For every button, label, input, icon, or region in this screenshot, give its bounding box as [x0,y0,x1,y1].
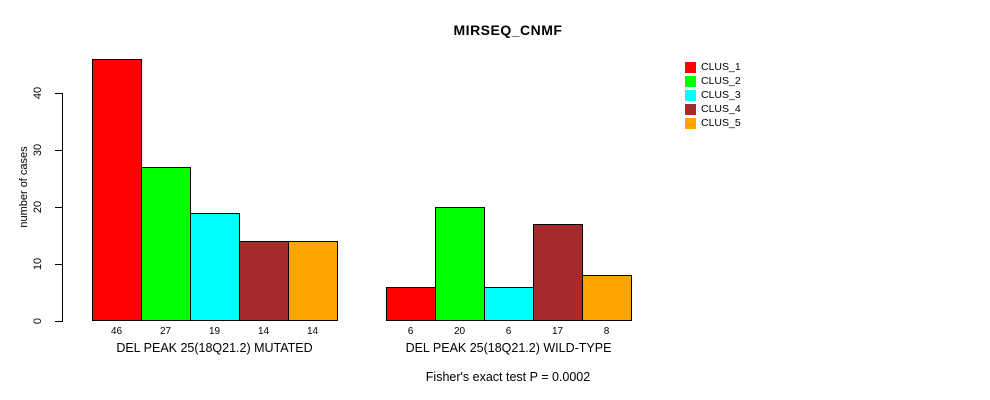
y-axis-line [62,93,63,322]
bar-clus_1-mutated [92,59,142,321]
bar-clus_5-wild-type [582,275,632,321]
legend-label: CLUS_1 [701,60,741,73]
chart-title: MIRSEQ_CNMF [453,22,563,38]
bar-clus_2-mutated [141,167,191,321]
legend: CLUS_1 CLUS_2 CLUS_3 CLUS_4 CLUS_5 [685,60,741,130]
bar-value-label-clus_2-wild-type: 20 [453,326,466,337]
legend-label: CLUS_4 [701,102,741,115]
bar-clus_3-mutated [190,213,240,321]
annotation-caption: Fisher's exact test P = 0.0002 [425,370,591,384]
bar-value-label-clus_4-wild-type: 17 [551,326,564,337]
group-label-mutated: DEL PEAK 25(18Q21.2) MUTATED [116,341,313,355]
bar-value-label-clus_1-wild-type: 6 [407,326,414,337]
legend-swatch-clus_4 [685,103,696,115]
legend-swatch-clus_2 [685,75,696,87]
y-axis-tick [55,207,62,208]
legend-item-clus_1: CLUS_1 [685,60,741,74]
y-axis-tick-label: 0 [32,317,44,325]
bar-value-label-clus_5-mutated: 14 [306,326,319,337]
y-axis-tick-label: 30 [32,143,44,157]
y-axis-title: number of cases [18,146,30,228]
bar-value-label-clus_2-mutated: 27 [159,326,172,337]
group-label-wild-type: DEL PEAK 25(18Q21.2) WILD-TYPE [405,341,612,355]
bar-clus_4-wild-type [533,224,583,321]
y-axis-tick-label: 10 [32,257,44,271]
bar-value-label-clus_5-wild-type: 8 [603,326,610,337]
legend-item-clus_3: CLUS_3 [685,88,741,102]
y-axis-tick-label: 20 [32,200,44,214]
y-axis-tick [55,321,62,322]
y-axis-tick-label: 40 [32,86,44,100]
bar-value-label-clus_3-wild-type: 6 [505,326,512,337]
bar-clus_4-mutated [239,241,289,321]
legend-swatch-clus_1 [685,61,696,73]
bar-value-label-clus_1-mutated: 46 [110,326,123,337]
bar-clus_1-wild-type [386,287,436,321]
y-axis-tick [55,150,62,151]
legend-item-clus_4: CLUS_4 [685,102,741,116]
legend-item-clus_5: CLUS_5 [685,116,741,130]
bar-clus_2-wild-type [435,207,485,321]
bar-clus_5-mutated [288,241,338,321]
legend-label: CLUS_5 [701,116,741,129]
legend-label: CLUS_3 [701,88,741,101]
y-axis-tick [55,264,62,265]
bar-clus_3-wild-type [484,287,534,321]
legend-swatch-clus_5 [685,117,696,129]
y-axis-tick [55,93,62,94]
legend-swatch-clus_3 [685,89,696,101]
legend-item-clus_2: CLUS_2 [685,74,741,88]
bar-value-label-clus_3-mutated: 19 [208,326,221,337]
legend-label: CLUS_2 [701,74,741,87]
bar-value-label-clus_4-mutated: 14 [257,326,270,337]
